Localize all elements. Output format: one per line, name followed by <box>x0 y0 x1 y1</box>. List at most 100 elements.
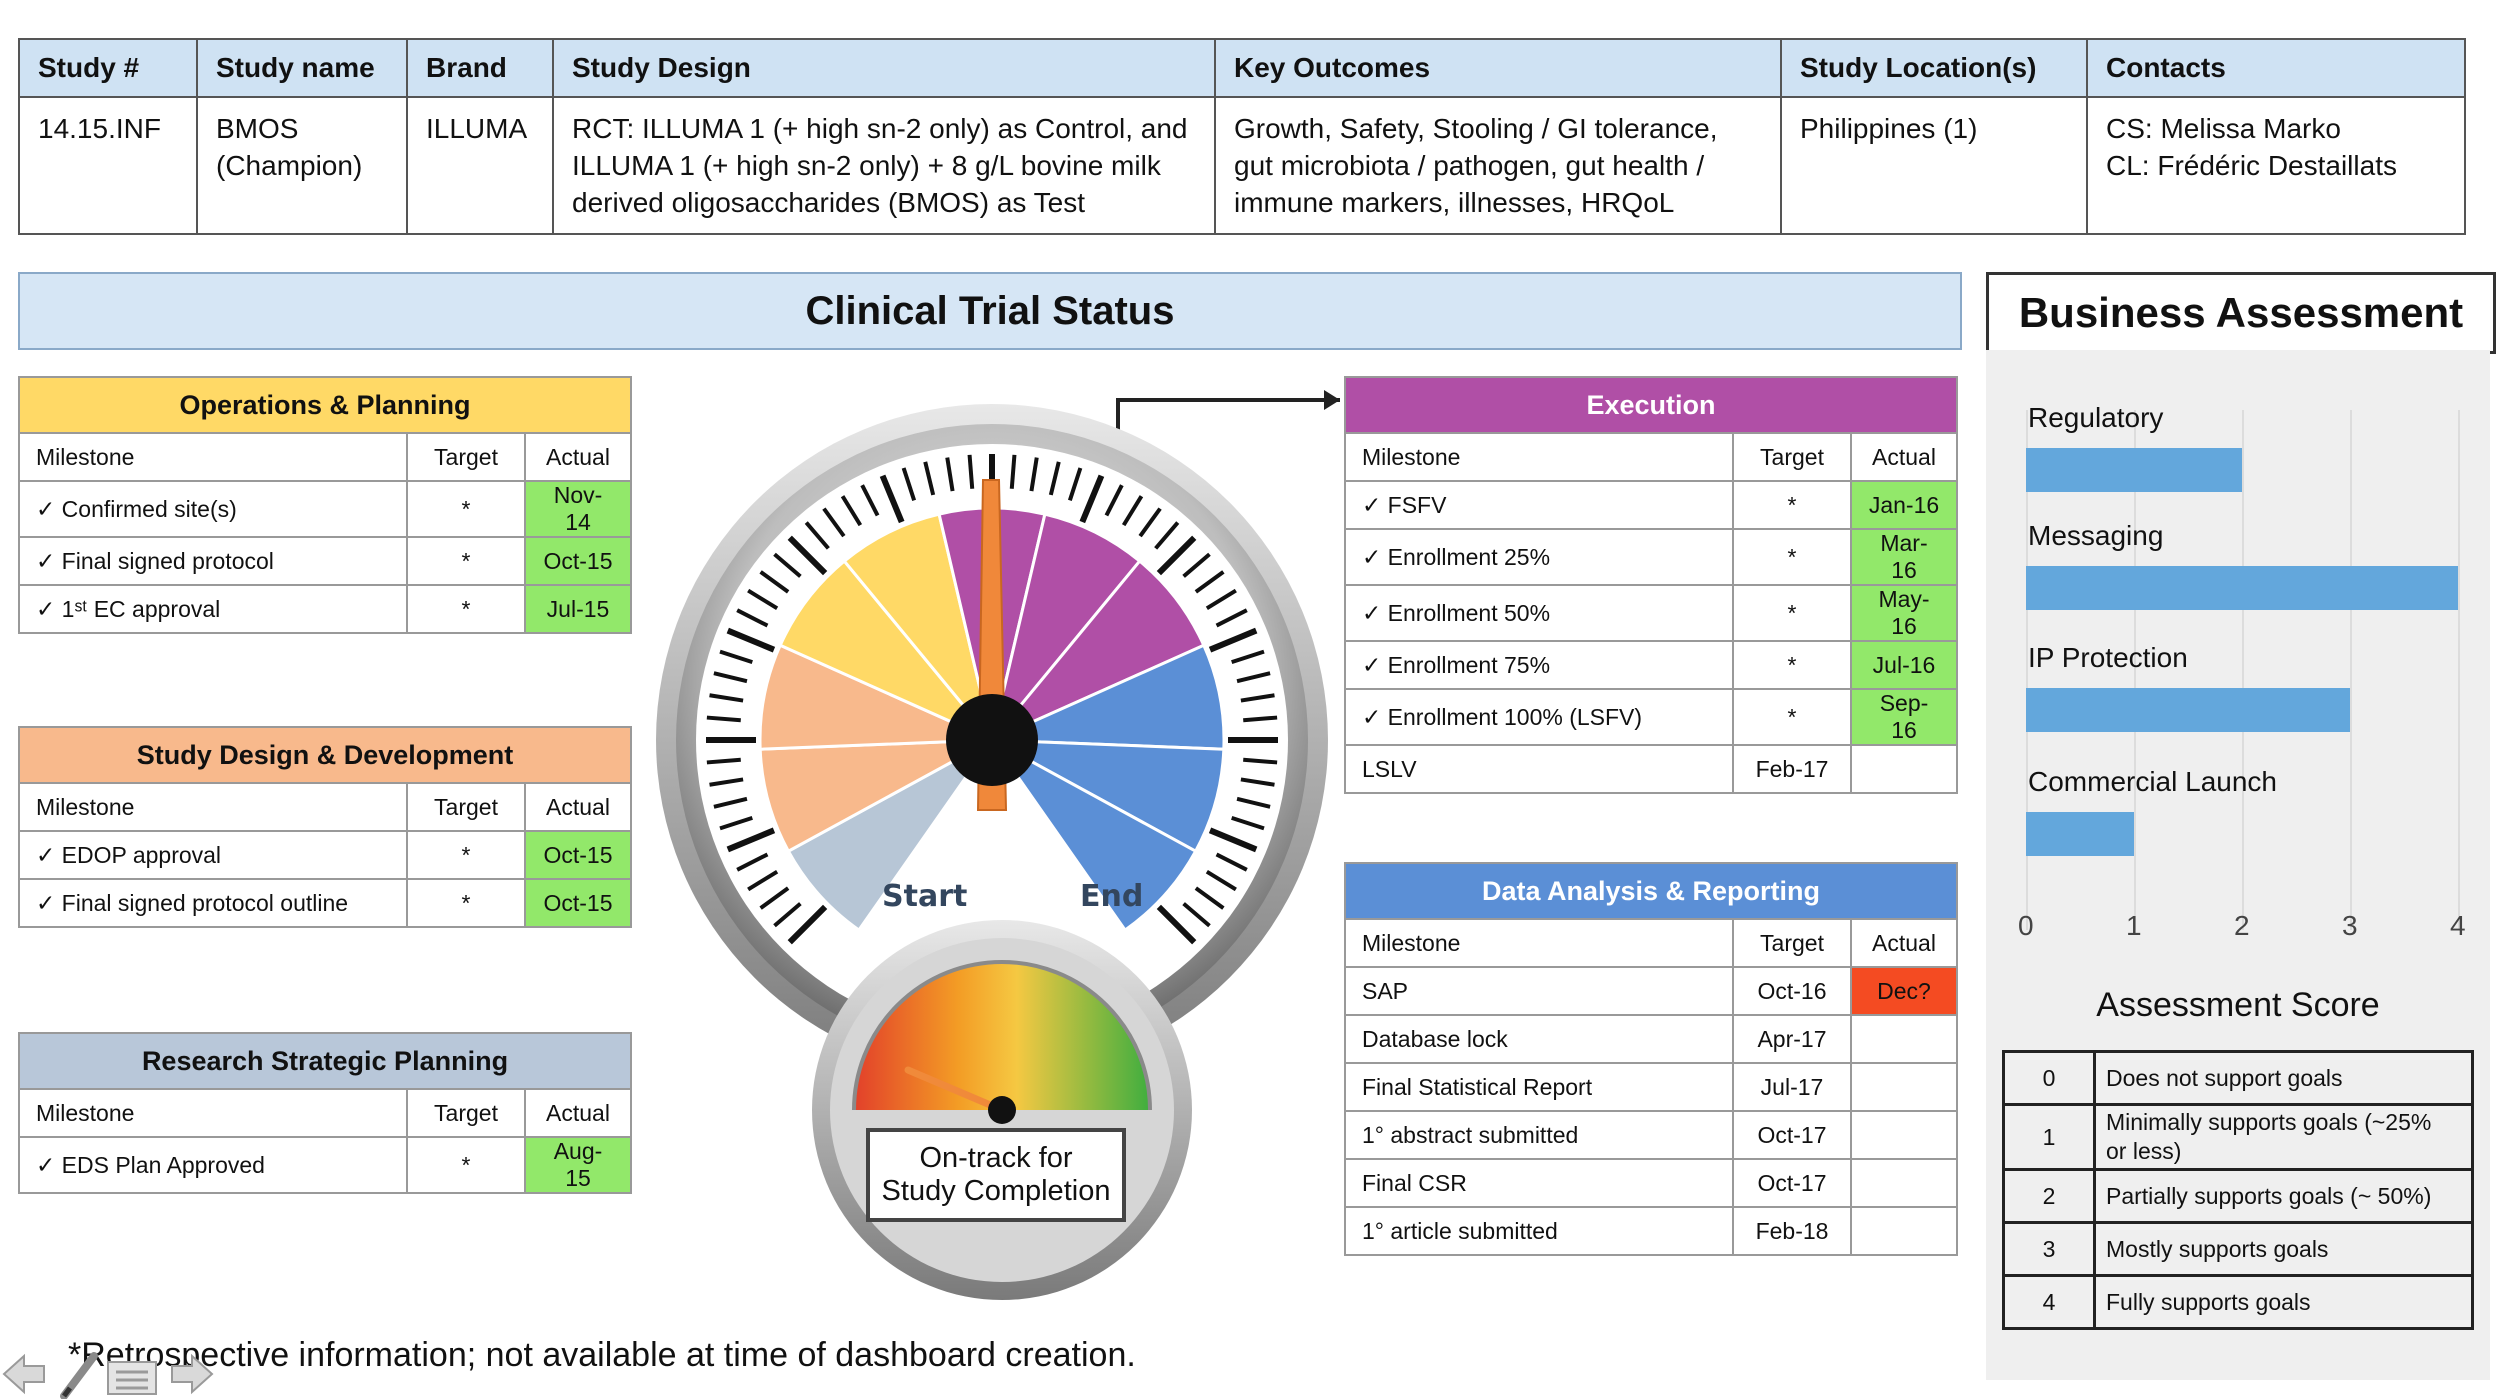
actual-cell <box>1850 1062 1958 1112</box>
meter-arc-rim <box>852 960 1152 1111</box>
gauge-tick <box>1009 454 1017 489</box>
target-header: Target <box>406 782 526 832</box>
gridline <box>2026 410 2028 930</box>
actual-cell <box>1850 744 1958 794</box>
operations-planning-table: Operations & Planning Milestone Target A… <box>18 376 632 634</box>
target-cell: * <box>1732 528 1852 586</box>
score-description: Fully supports goals <box>2093 1274 2474 1330</box>
col-study-design: Study Design <box>552 38 1216 98</box>
target-cell: * <box>1732 584 1852 642</box>
contact-line: CL: Frédéric Destaillats <box>2106 150 2397 181</box>
target-header: Target <box>1732 918 1852 968</box>
gauge-wedge <box>786 738 994 933</box>
milestone-cell: ✓ Enrollment 75% <box>1344 640 1734 690</box>
operations-planning-title: Operations & Planning <box>18 376 632 434</box>
data-analysis-reporting-table: Data Analysis & Reporting Milestone Targ… <box>1344 862 1958 1256</box>
gauge-tick <box>713 796 748 809</box>
assessment-bar <box>2026 688 2350 732</box>
col-study-name: Study name <box>196 38 408 98</box>
target-cell: Feb-18 <box>1732 1206 1852 1256</box>
gauge-tick <box>709 693 744 703</box>
pen-icon[interactable] <box>60 1352 98 1399</box>
next-slide-arrow-icon[interactable] <box>171 1353 214 1395</box>
assessment-bar <box>2026 448 2242 492</box>
target-cell: * <box>1732 688 1852 746</box>
actual-cell <box>1850 1110 1958 1160</box>
gauge-tick <box>719 649 753 665</box>
gauge-tick <box>709 777 744 787</box>
slide-controls <box>2 1352 214 1399</box>
study-name-line: BMOS <box>216 113 299 144</box>
table-row: Database lock Apr-17 <box>1344 1014 1958 1064</box>
milestone-header: Milestone <box>18 432 408 482</box>
gauge-tick <box>1121 495 1144 527</box>
gauge-tick <box>719 815 753 831</box>
slide-menu-icon[interactable] <box>107 1361 157 1395</box>
actual-header: Actual <box>1850 432 1958 482</box>
gauge-tick <box>706 715 741 723</box>
target-cell: Feb-17 <box>1732 744 1852 794</box>
table-row: ✓ Enrollment 75% * Jul-16 <box>1344 640 1958 690</box>
research-strategic-planning-title: Research Strategic Planning <box>18 1032 632 1090</box>
actual-cell <box>1850 1206 1958 1256</box>
gauge-tick <box>1236 671 1271 684</box>
gridline <box>2458 410 2460 930</box>
target-cell: * <box>406 480 526 538</box>
score-description: Mostly supports goals <box>2093 1221 2474 1277</box>
meter-hub <box>988 1096 1016 1124</box>
progress-gauge: Start End On-track for Study Completion <box>656 390 1340 1300</box>
gauge-tick <box>1067 467 1083 501</box>
table-row: SAP Oct-16 Dec? <box>1344 966 1958 1016</box>
col-key-outcomes: Key Outcomes <box>1214 38 1782 98</box>
gauge-tick <box>1208 627 1258 653</box>
gauge-tick <box>773 552 802 578</box>
gauge-ticks <box>706 454 1278 945</box>
gauge-tick <box>773 902 802 928</box>
actual-header: Actual <box>524 432 632 482</box>
milestone-cell: ✓ EDOP approval <box>18 830 408 880</box>
gauge-tick <box>726 627 776 653</box>
gauge-wedge <box>778 558 994 742</box>
gauge-tick <box>1243 757 1278 765</box>
contacts: CS: Melissa Marko CL: Frédéric Destaillat… <box>2086 96 2466 235</box>
actual-header: Actual <box>524 782 632 832</box>
gridline <box>2350 410 2352 930</box>
gauge-tick <box>759 570 790 594</box>
actual-cell: Oct-15 <box>524 830 632 880</box>
outcome-line: Growth, Safety, Stooling / GI tolerance, <box>1234 113 1718 144</box>
previous-slide-arrow-icon[interactable] <box>2 1353 45 1395</box>
gauge-wedge <box>842 512 994 741</box>
gauge-wedge <box>991 643 1226 751</box>
target-cell: * <box>406 536 526 586</box>
table-row: ✓ Final signed protocol outline * Oct-15 <box>18 878 632 928</box>
key-outcomes: Growth, Safety, Stooling / GI tolerance,… <box>1214 96 1782 235</box>
table-row: Final Statistical Report Jul-17 <box>1344 1062 1958 1112</box>
table-row: ✓ FSFV * Jan-16 <box>1344 480 1958 530</box>
actual-cell: Aug-15 <box>524 1136 632 1194</box>
actual-cell: Jul-15 <box>524 584 632 634</box>
milestone-cell: SAP <box>1344 966 1734 1016</box>
gauge-tick <box>787 535 828 576</box>
gauge-tick <box>1243 715 1278 723</box>
x-tick-label: 1 <box>2126 910 2142 941</box>
target-cell: Oct-16 <box>1732 966 1852 1016</box>
table-row: ✓ EDOP approval * Oct-15 <box>18 830 632 880</box>
milestone-cell: 1° abstract submitted <box>1344 1110 1734 1160</box>
execution-table: Execution Milestone Target Actual ✓ FSFV… <box>1344 376 1958 794</box>
score-row: 0 Does not support goals <box>2002 1050 2474 1106</box>
milestone-cell: ✓ Enrollment 25% <box>1344 528 1734 586</box>
target-cell: * <box>406 584 526 634</box>
milestone-header: Milestone <box>18 782 408 832</box>
actual-cell: Oct-15 <box>524 536 632 586</box>
gauge-wedge <box>990 512 1142 741</box>
contact-line: CS: Melissa Marko <box>2106 113 2341 144</box>
score-row: 4 Fully supports goals <box>2002 1274 2474 1330</box>
gauge-tick <box>1194 570 1225 594</box>
gauge-tick <box>901 467 917 501</box>
table-row: ✓ Enrollment 100% (LSFV) * Sep-16 <box>1344 688 1958 746</box>
gauge-tick <box>1194 886 1225 910</box>
gauge-tick <box>1138 507 1162 538</box>
table-row: 1° abstract submitted Oct-17 <box>1344 1110 1958 1160</box>
gauge-tick <box>1208 827 1258 853</box>
actual-cell: Nov-14 <box>524 480 632 538</box>
